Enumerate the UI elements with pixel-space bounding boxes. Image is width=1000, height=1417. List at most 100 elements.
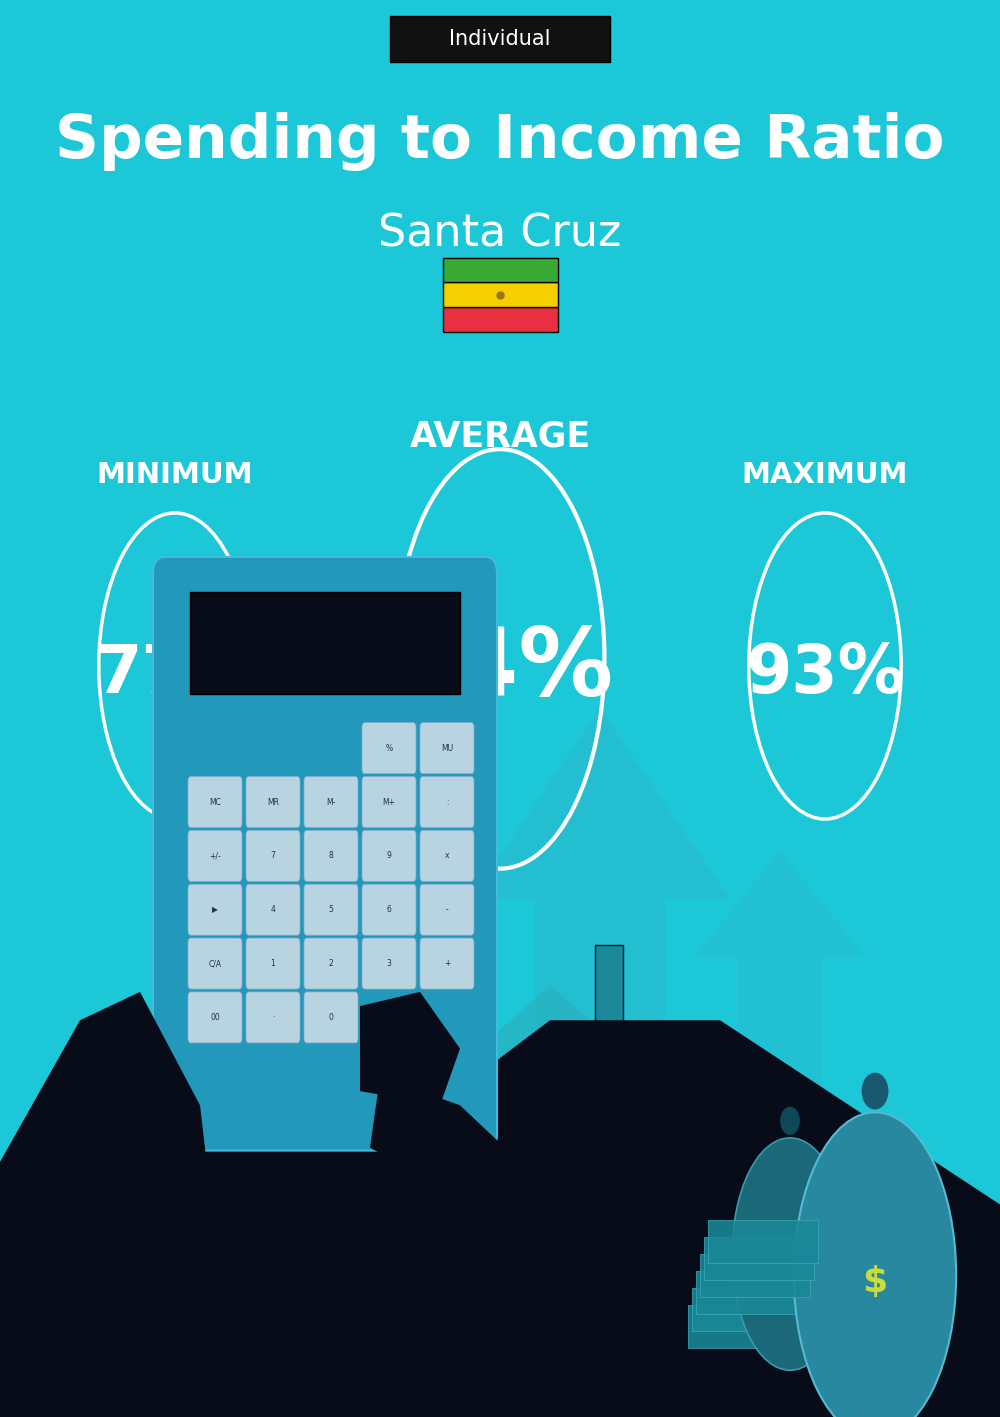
Text: Spending to Income Ratio: Spending to Income Ratio (55, 112, 945, 171)
FancyBboxPatch shape (246, 992, 300, 1043)
FancyBboxPatch shape (304, 830, 358, 881)
FancyBboxPatch shape (362, 884, 416, 935)
Polygon shape (370, 1077, 520, 1219)
FancyBboxPatch shape (190, 592, 460, 694)
FancyBboxPatch shape (188, 777, 242, 828)
FancyBboxPatch shape (688, 1305, 798, 1348)
Text: 3: 3 (387, 959, 391, 968)
Text: AVERAGE: AVERAGE (409, 419, 591, 453)
Polygon shape (335, 932, 425, 1105)
FancyBboxPatch shape (692, 1288, 802, 1331)
Text: 4: 4 (271, 905, 275, 914)
Text: $: $ (862, 1265, 888, 1299)
Text: MU: MU (441, 744, 453, 752)
Text: 7: 7 (271, 852, 275, 860)
FancyBboxPatch shape (304, 884, 358, 935)
FancyBboxPatch shape (442, 307, 558, 332)
FancyBboxPatch shape (420, 884, 474, 935)
Text: M-: M- (326, 798, 336, 806)
Text: C/A: C/A (208, 959, 222, 968)
Text: ▶: ▶ (212, 905, 218, 914)
Text: 0: 0 (329, 1013, 333, 1022)
Text: 93%: 93% (745, 642, 905, 707)
Ellipse shape (732, 1138, 848, 1370)
Polygon shape (0, 1077, 280, 1332)
Polygon shape (0, 992, 220, 1417)
FancyBboxPatch shape (362, 777, 416, 828)
Polygon shape (400, 985, 700, 1119)
Text: x: x (445, 852, 449, 860)
FancyBboxPatch shape (362, 723, 416, 774)
FancyBboxPatch shape (704, 1237, 814, 1280)
Polygon shape (550, 1105, 1000, 1417)
Text: ·: · (272, 1013, 274, 1022)
FancyBboxPatch shape (420, 723, 474, 774)
Text: Santa Cruz: Santa Cruz (378, 213, 622, 255)
Polygon shape (738, 958, 822, 1105)
FancyBboxPatch shape (520, 1240, 578, 1382)
FancyBboxPatch shape (188, 830, 242, 881)
FancyBboxPatch shape (188, 992, 242, 1043)
FancyBboxPatch shape (246, 938, 300, 989)
Text: 00: 00 (210, 1013, 220, 1022)
FancyBboxPatch shape (420, 1119, 680, 1382)
FancyBboxPatch shape (246, 884, 300, 935)
Text: $: $ (783, 1250, 797, 1270)
FancyBboxPatch shape (684, 1322, 794, 1365)
Text: %: % (385, 744, 393, 752)
FancyBboxPatch shape (304, 992, 358, 1043)
Polygon shape (0, 992, 420, 1417)
FancyBboxPatch shape (680, 1339, 790, 1382)
Text: 9: 9 (387, 852, 391, 860)
Text: +/-: +/- (209, 852, 221, 860)
Text: Individual: Individual (449, 28, 551, 50)
Text: M+: M+ (382, 798, 396, 806)
FancyBboxPatch shape (304, 777, 358, 828)
FancyBboxPatch shape (550, 1243, 572, 1377)
FancyBboxPatch shape (696, 1271, 806, 1314)
FancyBboxPatch shape (420, 938, 474, 989)
Polygon shape (470, 708, 730, 898)
FancyBboxPatch shape (524, 1243, 546, 1377)
Text: MC: MC (209, 798, 221, 806)
Text: 84%: 84% (387, 625, 613, 716)
FancyBboxPatch shape (362, 830, 416, 881)
FancyBboxPatch shape (362, 938, 416, 989)
Ellipse shape (780, 1107, 800, 1135)
Polygon shape (360, 992, 460, 1105)
Ellipse shape (794, 1112, 956, 1417)
Text: 8: 8 (329, 852, 333, 860)
Text: 6: 6 (387, 905, 391, 914)
Text: 5: 5 (329, 905, 333, 914)
FancyBboxPatch shape (246, 777, 300, 828)
FancyBboxPatch shape (420, 830, 474, 881)
Text: 1: 1 (271, 959, 275, 968)
FancyBboxPatch shape (188, 884, 242, 935)
FancyBboxPatch shape (595, 945, 623, 1023)
Text: 2: 2 (329, 959, 333, 968)
FancyBboxPatch shape (153, 557, 497, 1151)
Polygon shape (180, 1020, 1000, 1417)
FancyBboxPatch shape (390, 16, 610, 62)
FancyBboxPatch shape (442, 258, 558, 282)
FancyBboxPatch shape (442, 282, 558, 307)
Text: 77%: 77% (95, 642, 255, 707)
Text: +: + (444, 959, 450, 968)
Text: MINIMUM: MINIMUM (97, 461, 253, 489)
FancyBboxPatch shape (700, 1254, 810, 1297)
FancyBboxPatch shape (304, 938, 358, 989)
FancyBboxPatch shape (708, 1220, 818, 1263)
Polygon shape (350, 1020, 520, 1247)
Polygon shape (750, 1190, 1000, 1417)
Polygon shape (290, 808, 470, 932)
Text: MAXIMUM: MAXIMUM (742, 461, 908, 489)
Text: -: - (446, 905, 448, 914)
FancyBboxPatch shape (246, 830, 300, 881)
Text: :: : (446, 798, 448, 806)
Polygon shape (535, 898, 665, 1162)
Polygon shape (695, 850, 865, 958)
Text: MR: MR (267, 798, 279, 806)
Ellipse shape (862, 1073, 888, 1110)
FancyBboxPatch shape (188, 938, 242, 989)
FancyBboxPatch shape (420, 777, 474, 828)
